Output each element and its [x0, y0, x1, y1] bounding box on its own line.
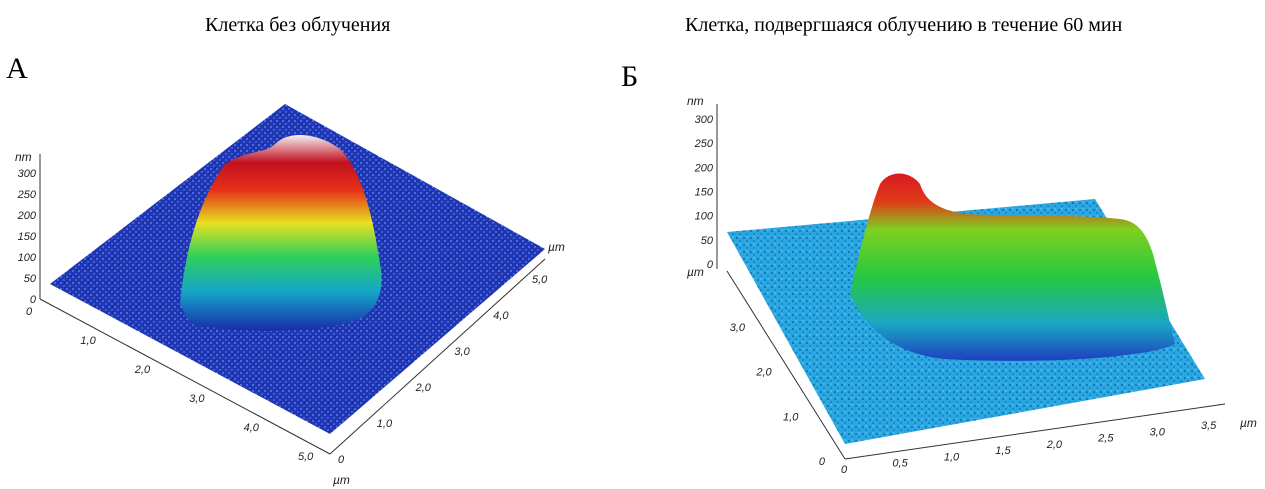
z-tick-a: 150	[18, 231, 37, 243]
y-unit-b: µm	[687, 265, 704, 279]
z-tick-b: 250	[694, 138, 714, 150]
afm-image-b: nm 300 250 200 150 100 50 0 0 0,5 1,0 1,5 2,0 2,5 3,…	[687, 94, 1257, 476]
x-tick-b: 2,5	[1097, 433, 1114, 445]
axes-b	[716, 104, 1226, 460]
z-tick-b: 0	[707, 259, 714, 271]
z-tick-a: 250	[17, 189, 37, 201]
afm-image-a: nm 300 250 200 150 100 50 0 0 1,0 2,0 3,0 4,0 5,0 0…	[15, 104, 565, 487]
x-unit-b: µm	[1240, 416, 1257, 430]
y-tick-b: 2,0	[755, 367, 772, 379]
z-unit-a: nm	[15, 150, 32, 164]
axes-a	[39, 154, 546, 455]
x-tick-a: 1,0	[80, 335, 96, 347]
z-tick-a: 50	[24, 273, 37, 285]
z-unit-b: nm	[687, 94, 704, 108]
z-tick-a: 200	[17, 210, 37, 222]
x-tick-b: 1,5	[995, 445, 1011, 457]
panel-letter-a: А	[6, 52, 28, 85]
y-tick-a: 3,0	[454, 346, 470, 358]
panel-letter-b: Б	[621, 60, 639, 93]
x-tick-a: 2,0	[134, 364, 151, 376]
y-tick-a: 4,0	[493, 310, 509, 322]
x-tick-a: 5,0	[298, 451, 314, 463]
x-tick-a: 0	[26, 306, 33, 318]
x-tick-b: 0	[841, 464, 848, 476]
x-tick-b: 3,5	[1201, 420, 1217, 432]
caption-panel-b: Клетка, подвергшаяся облучению в течение…	[685, 14, 1123, 36]
z-tick-b: 300	[695, 114, 714, 126]
z-tick-a: 0	[30, 294, 37, 306]
y-tick-a: 5,0	[532, 274, 548, 286]
z-tick-b: 200	[694, 162, 714, 174]
y-tick-b: 0	[819, 456, 826, 468]
z-tick-b: 150	[695, 187, 714, 199]
x-tick-a: 3,0	[189, 393, 205, 405]
cell-profile-a	[180, 134, 382, 331]
y-tick-a: 0	[338, 454, 345, 466]
z-tick-b: 100	[695, 211, 714, 223]
y-tick-a: 1,0	[377, 418, 393, 430]
y-tick-b: 3,0	[730, 322, 746, 334]
cell-profile-b	[850, 173, 1175, 361]
y-tick-a: 2,0	[415, 382, 432, 394]
x-unit-a: µm	[548, 240, 565, 254]
x-tick-b: 0,5	[892, 458, 908, 470]
caption-panel-a: Клетка без облучения	[205, 14, 391, 36]
z-tick-b: 50	[701, 235, 714, 247]
x-tick-b: 1,0	[944, 451, 960, 463]
y-unit-a: µm	[333, 473, 350, 487]
z-tick-a: 300	[18, 168, 37, 180]
x-tick-b: 2,0	[1046, 439, 1063, 451]
x-tick-b: 3,0	[1150, 426, 1166, 438]
x-tick-a: 4,0	[244, 422, 260, 434]
y-tick-b: 1,0	[783, 411, 799, 423]
z-tick-a: 100	[18, 252, 37, 264]
